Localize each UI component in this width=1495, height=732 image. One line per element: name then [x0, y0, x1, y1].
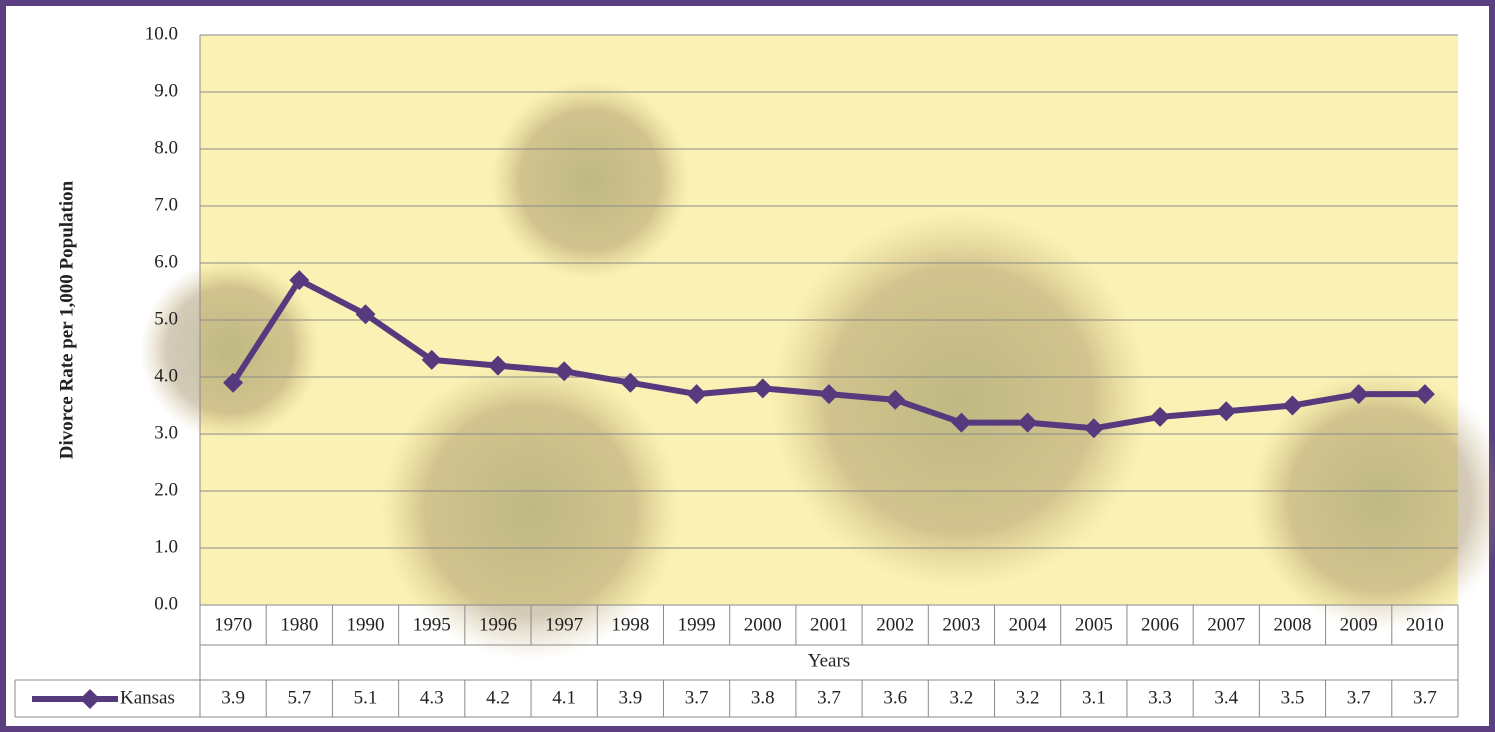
- plot-background: [140, 35, 1495, 660]
- y-tick-label: 5.0: [154, 308, 178, 329]
- table-value: 3.5: [1281, 687, 1305, 708]
- table-value: 3.7: [685, 687, 709, 708]
- x-tick-label: 2001: [810, 614, 848, 635]
- marker: [686, 384, 707, 405]
- marker: [1083, 418, 1104, 439]
- table-value: 3.7: [1413, 687, 1437, 708]
- marker: [487, 355, 508, 376]
- y-tick-label: 0.0: [154, 593, 178, 614]
- marker: [951, 412, 972, 433]
- marker: [1282, 395, 1303, 416]
- marker: [1348, 384, 1369, 405]
- x-tick-label: 1980: [280, 614, 318, 635]
- x-tick-label: 2000: [744, 614, 782, 635]
- marker: [819, 384, 839, 405]
- table-value: 3.9: [618, 687, 642, 708]
- marker: [289, 270, 310, 291]
- table-value: 3.7: [817, 687, 841, 708]
- legend-label: Kansas: [120, 687, 175, 708]
- marker: [1414, 384, 1435, 405]
- x-tick-label: 1995: [413, 614, 451, 635]
- y-tick-label: 3.0: [154, 422, 178, 443]
- y-tick-label: 4.0: [154, 365, 178, 386]
- table-value: 4.1: [552, 687, 576, 708]
- x-tick-label: 1997: [545, 614, 583, 635]
- table-value: 3.2: [1016, 687, 1040, 708]
- marker: [554, 361, 575, 382]
- marker: [1216, 401, 1237, 422]
- marker: [885, 389, 906, 410]
- table-value: 3.8: [751, 687, 775, 708]
- marker: [620, 372, 641, 393]
- marker: [421, 349, 442, 370]
- table-value: 4.3: [420, 687, 444, 708]
- table-value: 3.6: [883, 687, 907, 708]
- y-tick-label: 2.0: [154, 479, 178, 500]
- x-tick-label: 1999: [678, 614, 716, 635]
- marker: [752, 378, 773, 399]
- x-tick-label: 2002: [876, 614, 914, 635]
- y-axis-title: Divorce Rate per 1,000 Population: [56, 180, 77, 459]
- x-tick-label: 2004: [1009, 614, 1048, 635]
- table-value: 3.9: [221, 687, 245, 708]
- x-tick-label: 2005: [1075, 614, 1113, 635]
- y-tick-label: 6.0: [154, 251, 178, 272]
- y-tick-label: 8.0: [154, 137, 178, 158]
- table-value: 3.7: [1347, 687, 1371, 708]
- x-tick-label: 1970: [214, 614, 252, 635]
- table-value: 5.1: [354, 687, 378, 708]
- table-value: 5.7: [287, 687, 311, 708]
- y-tick-label: 9.0: [154, 80, 178, 101]
- x-tick-label: 1990: [347, 614, 385, 635]
- x-tick-label: 1998: [611, 614, 649, 635]
- x-tick-label: 2008: [1273, 614, 1311, 635]
- y-tick-label: 1.0: [154, 536, 178, 557]
- x-tick-label: 2006: [1141, 614, 1179, 635]
- marker: [355, 304, 376, 325]
- marker: [1150, 406, 1171, 427]
- x-axis-title: Years: [808, 650, 850, 671]
- x-tick-label: 2009: [1340, 614, 1378, 635]
- table-value: 3.2: [950, 687, 974, 708]
- y-tick-label: 10.0: [145, 23, 178, 44]
- marker: [223, 372, 244, 393]
- y-tick-label: 7.0: [154, 194, 178, 215]
- table-value: 3.3: [1148, 687, 1172, 708]
- table-value: 3.4: [1214, 687, 1238, 708]
- x-tick-label: 2007: [1207, 614, 1245, 635]
- marker: [1017, 412, 1038, 433]
- legend-key-marker: [80, 689, 100, 709]
- table-value: 4.2: [486, 687, 510, 708]
- x-tick-label: 1996: [479, 614, 517, 635]
- x-tick-label: 2003: [942, 614, 980, 635]
- table-value: 3.1: [1082, 687, 1106, 708]
- x-tick-label: 2010: [1406, 614, 1444, 635]
- data-table: [14, 605, 1459, 718]
